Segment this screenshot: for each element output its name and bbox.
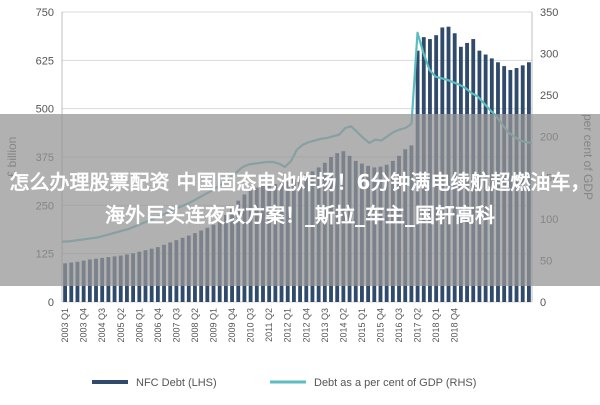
x-tick-label: 2012 Q1 (283, 308, 293, 343)
x-tick-label: 2012 Q4 (301, 308, 311, 343)
x-tick-label: 2003 Q1 (60, 308, 70, 343)
y-left-tick-label: 750 (36, 7, 54, 19)
y-right-tick-label: 250 (540, 90, 558, 102)
x-tick-label: 2009 Q4 (227, 308, 237, 343)
x-tick-label: 2004 Q3 (97, 308, 107, 343)
y-right-tick-label: 300 (540, 48, 558, 60)
x-tick-label: 2018 Q1 (431, 308, 441, 343)
legend-line-label: Debt as a per cent of GDP (RHS) (314, 377, 476, 389)
y-left-tick-label: 0 (48, 297, 54, 309)
x-tick-label: 2006 Q4 (153, 308, 163, 343)
legend: NFC Debt (LHS) Debt as a per cent of GDP… (92, 377, 476, 389)
y-right-tick-label: 0 (540, 297, 546, 309)
x-tick-label: 2015 Q4 (375, 308, 385, 343)
x-tick-label: 2010 Q3 (246, 308, 256, 343)
x-tick-label: 2017 Q2 (413, 308, 423, 343)
x-tick-label: 2006 Q1 (134, 308, 144, 343)
x-tick-label: 2016 Q3 (394, 308, 404, 343)
article-title: 怎么办理股票配资 中国固态电池炸场！6分钟满电续航超燃油车，海外巨头连夜改方案！… (9, 170, 591, 227)
x-tick-label: 2011 Q2 (264, 308, 274, 342)
y-right-tick-label: 350 (540, 7, 558, 19)
y-left-tick-label: 500 (36, 104, 54, 116)
x-tick-label: 2003 Q4 (79, 308, 89, 343)
x-tick-label: 2015 Q1 (357, 308, 367, 343)
x-tick-label: 2008 Q2 (190, 308, 200, 343)
x-tick-label: 2009 Q1 (209, 308, 219, 343)
legend-bars-label: NFC Debt (LHS) (136, 377, 217, 389)
x-tick-label: 2018 Q4 (450, 308, 460, 343)
x-tick-label: 2013 Q3 (320, 308, 330, 343)
y-left-tick-label: 625 (36, 55, 54, 67)
article-title-overlay: 怎么办理股票配资 中国固态电池炸场！6分钟满电续航超燃油车，海外巨头连夜改方案！… (0, 114, 600, 286)
x-tick-label: 2005 Q2 (116, 308, 126, 343)
x-tick-label: 2007 Q3 (171, 308, 181, 343)
x-tick-label: 2014 Q2 (338, 308, 348, 343)
